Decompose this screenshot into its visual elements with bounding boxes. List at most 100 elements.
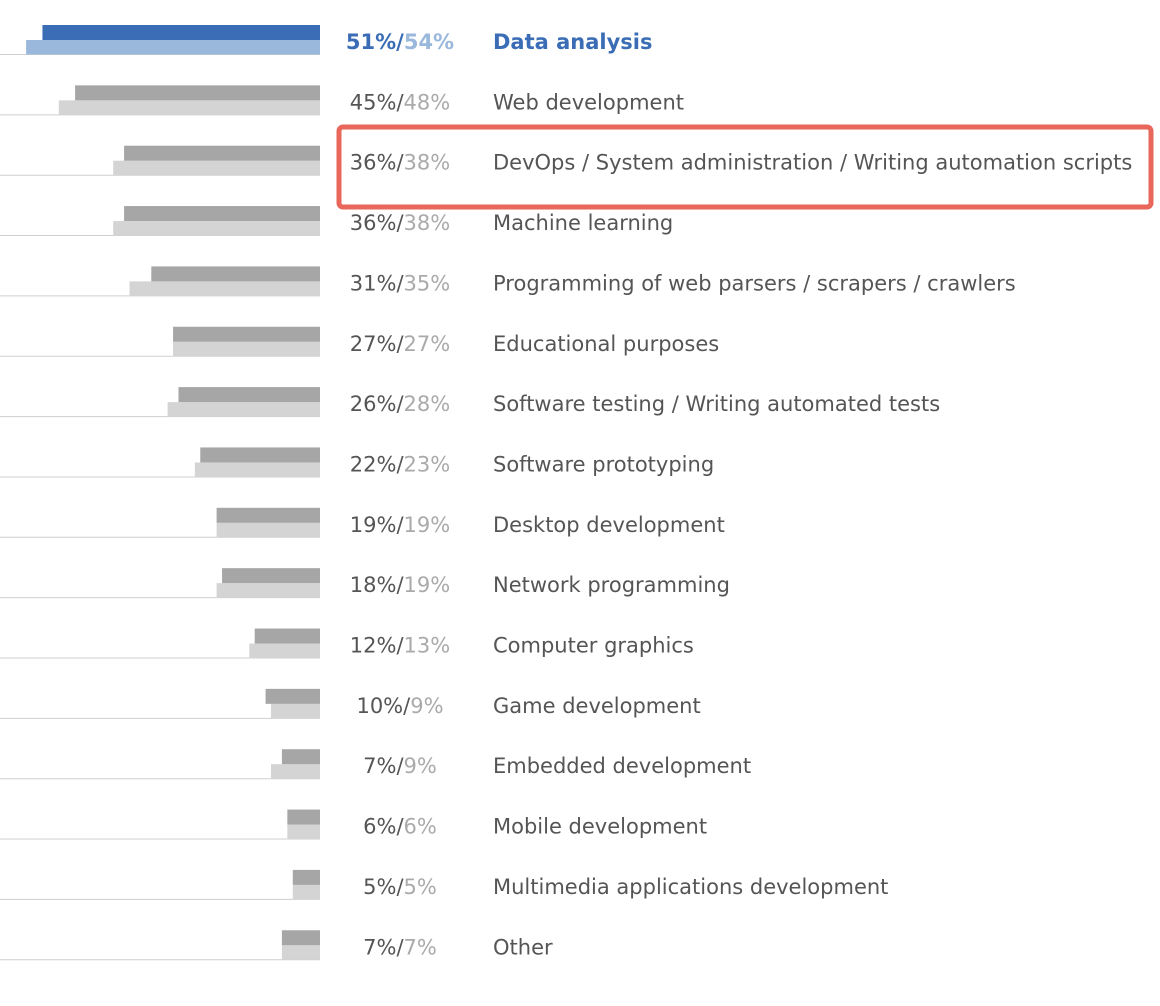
bar [124,206,320,222]
bar [173,341,320,357]
value-label-second: 38% [404,211,451,235]
value-label-separator: / [396,452,404,476]
category-label: Programming of web parsers / scrapers / … [493,271,1016,295]
value-label-second: 9% [410,694,443,718]
value-label-separator: / [396,634,404,658]
bar [265,688,320,704]
category-label: Machine learning [493,211,673,235]
value-label-separator: / [396,513,404,537]
value-label: 6%/6% [363,815,437,839]
value-label-second: 23% [404,452,451,476]
bar [281,945,320,960]
value-label-second: 27% [404,332,451,356]
value-label-first: 36% [350,211,397,235]
bar [129,281,320,296]
bar [271,703,320,719]
value-label-first: 12% [350,634,397,658]
value-label-separator: / [403,694,411,718]
value-label-second: 6% [404,815,437,839]
value-label-second: 28% [404,392,451,416]
bar [173,326,320,342]
bar [75,85,320,101]
bar [216,522,320,538]
bar [249,643,320,658]
value-label-first: 6% [363,815,396,839]
value-label-second: 9% [404,754,437,778]
value-label-first: 51% [346,30,396,54]
category-label: Data analysis [493,30,653,54]
category-label: Game development [493,694,701,718]
bar [271,764,320,779]
value-label-first: 45% [350,90,397,114]
value-label: 27%/27% [350,332,450,356]
category-label: Web development [493,90,684,114]
value-label: 26%/28% [350,392,450,416]
value-label: 36%/38% [350,151,450,175]
value-label-second: 38% [404,151,451,175]
category-label: DevOps / System administration / Writing… [493,151,1132,175]
value-label-first: 19% [350,513,397,537]
value-label: 31%/35% [350,271,450,295]
category-label: Network programming [493,573,730,597]
value-label-second: 13% [404,634,451,658]
value-label-separator: / [396,30,404,54]
category-label: Educational purposes [493,332,719,356]
value-label-second: 19% [404,513,451,537]
value-label: 18%/19% [350,573,450,597]
value-label-first: 10% [356,694,403,718]
value-label: 7%/7% [363,935,437,959]
bar [167,402,320,417]
bar [58,100,320,115]
value-label-second: 54% [404,30,454,54]
bar [124,145,320,161]
bar [292,884,320,900]
value-label-separator: / [396,754,404,778]
value-label: 22%/23% [350,452,450,476]
value-label: 45%/48% [350,90,450,114]
bar [113,221,320,236]
value-label-first: 7% [363,754,396,778]
value-label-second: 5% [404,875,437,899]
value-label-separator: / [396,211,404,235]
category-label: Other [493,935,553,959]
category-label: Desktop development [493,513,725,537]
category-label: Multimedia applications development [493,875,888,899]
bar [216,507,320,523]
value-label-second: 7% [404,935,437,959]
bar [254,628,320,644]
value-label-separator: / [396,151,404,175]
value-label-first: 7% [363,935,396,959]
value-label-separator: / [396,271,404,295]
value-label: 5%/5% [363,875,437,899]
bar [26,40,321,55]
value-label: 19%/19% [350,513,450,537]
value-label-separator: / [396,573,404,597]
bar [113,160,320,176]
bar [287,809,320,825]
highlight-box [336,124,1154,210]
value-label-separator: / [396,392,404,416]
value-label-second: 19% [404,573,451,597]
value-label: 12%/13% [350,634,450,658]
category-label: Software prototyping [493,452,714,476]
value-label-first: 31% [350,271,397,295]
value-label-separator: / [396,935,404,959]
category-label: Software testing / Writing automated tes… [493,392,940,416]
value-label-first: 26% [350,392,397,416]
bar [216,583,320,598]
value-label-separator: / [396,875,404,899]
value-label-first: 5% [363,875,396,899]
value-label: 36%/38% [350,211,450,235]
bar [151,266,320,282]
value-label-first: 27% [350,332,397,356]
bar [287,824,320,840]
value-label: 10%/9% [356,694,443,718]
value-label-separator: / [396,332,404,356]
bar [281,930,320,946]
value-label-first: 22% [350,452,397,476]
category-label: Computer graphics [493,634,694,658]
category-label: Embedded development [493,754,751,778]
value-label-separator: / [396,90,404,114]
